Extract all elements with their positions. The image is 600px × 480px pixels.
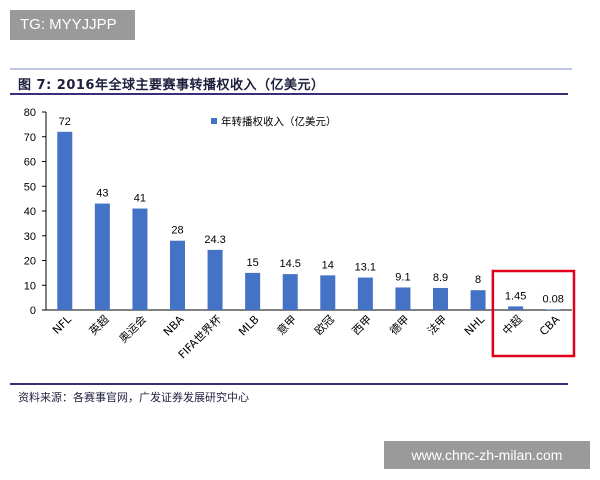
bar (94, 203, 110, 310)
x-tick-label: 中超 (499, 312, 524, 337)
data-label: 28 (171, 225, 183, 237)
top-divider (10, 68, 572, 70)
data-label: 8.9 (433, 272, 448, 284)
x-tick-label: 欧冠 (312, 313, 337, 338)
data-label: 8 (475, 274, 481, 286)
y-tick-label: 40 (24, 206, 36, 218)
data-label: 15 (247, 257, 259, 269)
y-tick-label: 80 (24, 107, 36, 119)
title-divider (10, 93, 568, 95)
highlight-box (491, 269, 576, 358)
bar (245, 272, 261, 310)
bar (433, 287, 448, 310)
x-tick-label: 奥运会 (116, 312, 149, 345)
bar (508, 306, 524, 310)
data-label: 43 (96, 188, 108, 200)
source-note: 资料来源：各赛事官网，广发证券发展研究中心 (18, 391, 249, 404)
bar (57, 131, 73, 310)
x-tick-label: MLB (236, 313, 262, 339)
data-label: 0.08 (543, 293, 564, 305)
tg-badge: TG: MYYJJPP (10, 10, 135, 40)
bar (132, 208, 148, 310)
y-tick-label: 50 (24, 181, 36, 193)
data-label: 9.1 (395, 271, 410, 283)
data-label: 14 (322, 259, 334, 271)
y-tick-label: 10 (24, 280, 36, 292)
x-tick-label: 英超 (86, 312, 111, 337)
x-tick-label: NFL (50, 312, 74, 336)
bar (170, 240, 185, 310)
data-label: 13.1 (355, 262, 376, 274)
y-tick-label: 20 (24, 256, 36, 268)
bar (545, 309, 561, 310)
x-tick-label: 法甲 (424, 312, 449, 337)
data-label: 72 (59, 116, 71, 128)
y-tick-label: 70 (24, 132, 36, 144)
x-tick-label: 西甲 (350, 313, 375, 338)
bar (282, 274, 298, 310)
bar (357, 277, 373, 310)
x-tick-label: NBA (161, 313, 187, 339)
bottom-divider (10, 383, 568, 385)
data-label: 24.3 (204, 234, 225, 246)
x-tick-label: 德甲 (387, 312, 412, 337)
bar (395, 287, 411, 310)
data-label: 1.45 (505, 290, 526, 302)
bar (470, 290, 486, 310)
y-tick-label: 60 (24, 157, 36, 169)
bar (320, 275, 336, 310)
figure-title: 图 7: 2016年全球主要赛事转播权收入（亿美元） (18, 78, 325, 93)
legend-label: 年转播权收入（亿美元） (221, 115, 337, 128)
legend-swatch (211, 118, 217, 124)
watermark: www.chnc-zh-milan.com (384, 441, 590, 469)
data-label: 14.5 (280, 258, 301, 270)
y-tick-label: 30 (24, 231, 36, 243)
x-tick-label: CBA (537, 313, 563, 339)
x-tick-label: 意甲 (274, 312, 299, 337)
data-label: 41 (134, 193, 146, 205)
y-tick-label: 0 (30, 305, 36, 317)
x-tick-label: NHL (462, 312, 488, 338)
bar (207, 249, 223, 310)
